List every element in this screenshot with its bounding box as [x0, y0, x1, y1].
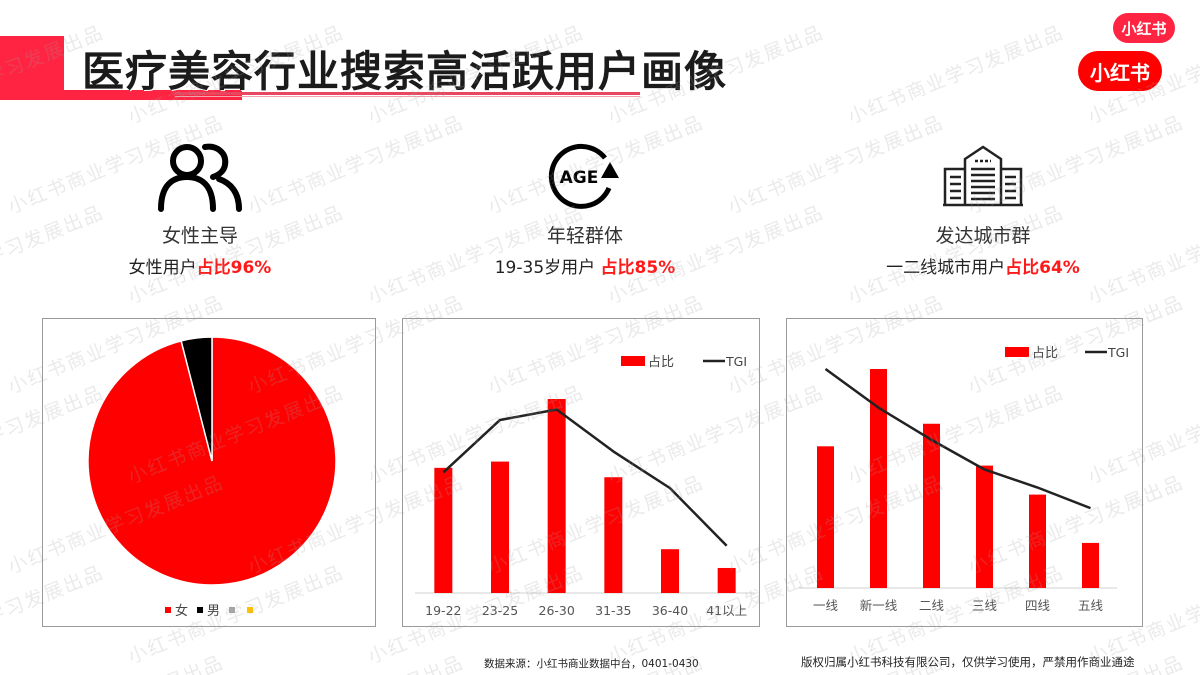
stat-prefix: 女性用户 [128, 258, 197, 278]
gender-pie-chart: 女男 [42, 318, 376, 627]
city-chart-svg: 一线 新一线 二线 三线 四线 五线 占比 TGI [799, 345, 1129, 613]
stat-line: 19-35岁用户 占比85% [435, 253, 735, 278]
bar [817, 446, 834, 588]
bar [1029, 494, 1046, 588]
stat-young-group: AGE 年轻群体 19-35岁用户 占比85% [435, 135, 735, 278]
title-accent-block [0, 36, 64, 100]
tgi-line [824, 367, 1091, 510]
tgi-line [442, 408, 728, 547]
users-icon [50, 135, 350, 217]
legend-marker [229, 607, 235, 613]
legend-marker [197, 607, 203, 613]
age-chart-svg: 19-22 23-25 26-30 31-35 36-40 41以上 占比 TGI [415, 354, 755, 618]
legend-bar-marker [1005, 347, 1029, 357]
city-tier-chart: 一线 新一线 二线 三线 四线 五线 占比 TGI [786, 318, 1143, 627]
title-underline-thin [175, 92, 640, 95]
svg-text:AGE: AGE [560, 168, 599, 188]
x-tick-label: 四线 [1025, 598, 1051, 613]
legend-marker [247, 607, 253, 613]
bar [491, 461, 509, 593]
x-tick-label: 23-25 [482, 603, 518, 618]
city-buildings-icon [833, 135, 1133, 217]
legend-label: 男 [207, 604, 220, 619]
xiaohongshu-logo-small: 小红书 [1113, 13, 1175, 43]
stat-highlight: 占比64% [1005, 258, 1080, 278]
bar [923, 423, 940, 588]
xiaohongshu-logo-large: 小红书 [1078, 51, 1162, 91]
copyright-note: 版权归属小红书科技有限公司，仅供学习使用，严禁用作商业通途 [801, 655, 1135, 669]
x-tick-label: 一线 [813, 598, 839, 613]
legend-line-label: TGI [725, 354, 747, 369]
watermark-text: 小红书商业学习发展出品 [844, 21, 1068, 129]
legend-bar-label: 占比 [1032, 346, 1058, 361]
stat-title: 发达城市群 [935, 225, 1031, 247]
bar [1082, 542, 1099, 588]
age-distribution-chart: 19-22 23-25 26-30 31-35 36-40 41以上 占比 TGI [402, 318, 760, 627]
legend-marker [165, 607, 171, 613]
watermark-text: 小红书商业学习发展出品 [3, 648, 227, 675]
bar [870, 369, 887, 588]
stat-title: 年轻群体 [546, 225, 623, 247]
pie-slice [180, 336, 213, 462]
page-title: 医疗美容行业搜索高活跃用户画像 [82, 47, 728, 96]
stat-title: 女性主导 [161, 225, 238, 247]
stat-female-dominant: 女性主导 女性用户占比96% [50, 135, 350, 278]
x-tick-label: 26-30 [539, 603, 575, 618]
bar [547, 399, 566, 593]
stat-prefix: 一二线城市用户 [886, 258, 1006, 278]
x-tick-label: 新一线 [860, 598, 898, 613]
bar [717, 567, 736, 593]
stat-prefix: 19-35岁用户 [494, 258, 601, 278]
title-underline [64, 90, 242, 100]
x-tick-label: 五线 [1078, 598, 1104, 613]
age-icon: AGE [435, 135, 735, 217]
bar [434, 467, 453, 593]
stat-line: 女性用户占比96% [50, 253, 350, 278]
stat-highlight: 占比85% [600, 258, 676, 278]
x-tick-label: 31-35 [595, 603, 631, 618]
x-tick-label: 41以上 [706, 603, 747, 618]
stat-developed-cities: 发达城市群 一二线城市用户占比64% [833, 135, 1133, 278]
legend-bar-label: 占比 [648, 355, 674, 370]
bar [661, 549, 679, 593]
watermark-text: 小红书商业学习发展出品 [243, 648, 467, 675]
stat-highlight: 占比96% [196, 258, 272, 278]
bar [604, 477, 623, 593]
stat-line: 一二线城市用户占比64% [833, 253, 1133, 278]
legend-bar-marker [621, 356, 645, 366]
data-source-note: 数据来源：小红书商业数据中台，0401-0430 [484, 658, 699, 670]
x-tick-label: 19-22 [425, 603, 461, 618]
x-tick-label: 三线 [972, 598, 998, 613]
x-tick-label: 二线 [919, 598, 945, 613]
bar [976, 465, 993, 588]
x-tick-label: 36-40 [652, 603, 688, 618]
pie-chart-svg: 女男 [87, 336, 337, 619]
legend-line-label: TGI [1107, 345, 1129, 360]
title-underline-thin-2 [175, 96, 640, 97]
legend-label: 女 [175, 603, 188, 619]
